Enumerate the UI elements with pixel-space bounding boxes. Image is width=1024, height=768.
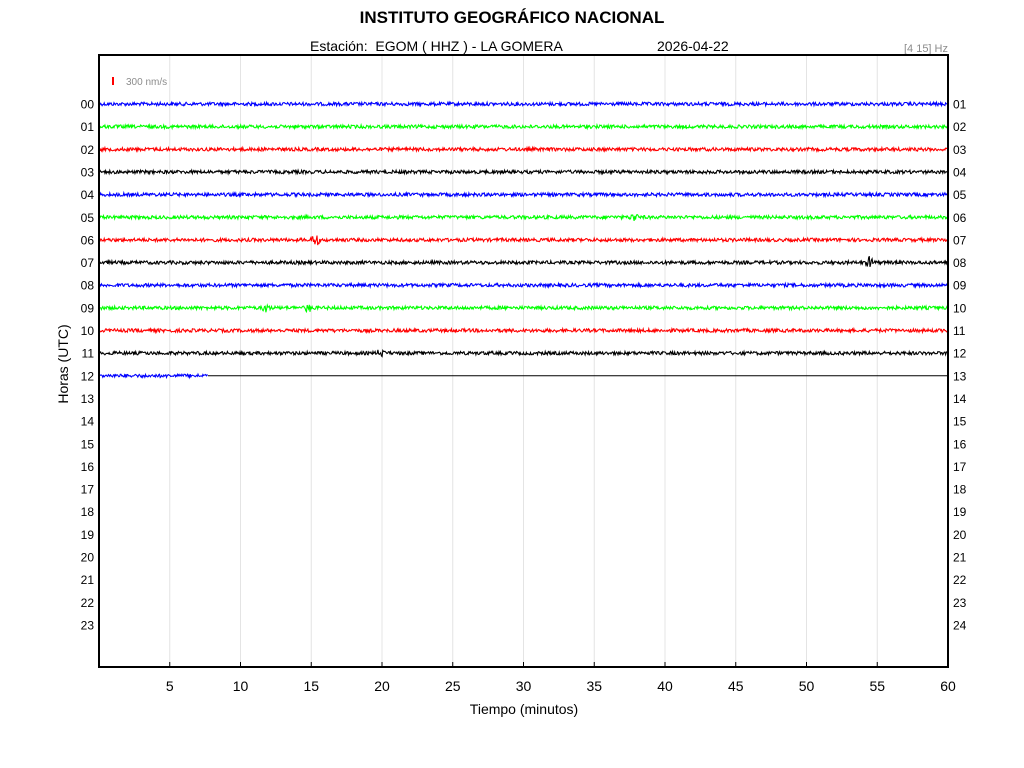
hour-label-right: 21 <box>953 551 967 565</box>
x-tick-label: 35 <box>586 678 602 694</box>
x-tick-label: 50 <box>799 678 815 694</box>
hour-labels: 00 01 02 03 04 05 06 07 08 09 10 11 12 13 14 15 16 17 18 19… <box>81 98 967 633</box>
hour-label-left: 11 <box>82 347 95 361</box>
x-axis-ticks: 5 10 15 20 25 30 35 40 45 50 55 60 <box>166 662 956 694</box>
hour-label-left: 00 <box>81 98 95 112</box>
hour-label-right: 10 <box>953 301 967 315</box>
hour-label-left: 07 <box>81 256 95 270</box>
x-tick-label: 25 <box>445 678 461 694</box>
hour-label-right: 11 <box>953 324 966 338</box>
hour-label-left: 12 <box>81 369 95 383</box>
x-tick-label: 5 <box>166 678 174 694</box>
x-tick-label: 60 <box>940 678 956 694</box>
hour-label-left: 20 <box>81 551 95 565</box>
y-axis-title: Horas (UTC) <box>55 324 71 403</box>
hour-label-left: 01 <box>81 120 95 134</box>
hour-label-right: 02 <box>953 120 967 134</box>
hour-label-right: 07 <box>953 233 967 247</box>
hour-label-left: 13 <box>81 392 95 406</box>
x-tick-label: 55 <box>869 678 885 694</box>
trace-hour-04 <box>99 190 949 199</box>
trace-hour-06 <box>99 235 948 246</box>
hour-label-left: 05 <box>81 211 95 225</box>
hour-label-left: 15 <box>81 437 95 451</box>
hour-label-right: 17 <box>953 460 967 474</box>
hour-label-right: 12 <box>953 347 967 361</box>
hour-label-left: 03 <box>81 165 95 179</box>
x-tick-label: 30 <box>516 678 532 694</box>
hour-label-left: 16 <box>81 460 95 474</box>
hour-label-right: 04 <box>953 165 967 179</box>
chart-title: INSTITUTO GEOGRÁFICO NACIONAL <box>359 8 665 27</box>
hour-label-right: 18 <box>953 483 967 497</box>
trace-hour-07 <box>99 255 949 268</box>
hour-label-left: 19 <box>81 528 95 542</box>
hour-label-left: 18 <box>81 505 95 519</box>
hour-label-left: 14 <box>81 415 95 429</box>
x-tick-label: 40 <box>657 678 673 694</box>
hour-label-left: 09 <box>81 301 95 315</box>
trace-layer <box>99 100 949 380</box>
date-label: 2026-04-22 <box>657 38 729 54</box>
scale-label: 300 nm/s <box>126 77 167 88</box>
trace-hour-03 <box>99 168 949 176</box>
hour-label-right: 03 <box>953 143 967 157</box>
hour-label-left: 02 <box>81 143 95 157</box>
frequency-band-label: [4 15] Hz <box>903 43 948 55</box>
hour-label-right: 15 <box>953 415 967 429</box>
x-axis-title: Tiempo (minutos) <box>470 701 578 717</box>
hour-label-right: 13 <box>953 369 967 383</box>
x-tick-label: 45 <box>728 678 744 694</box>
hour-label-left: 04 <box>81 188 95 202</box>
trace-hour-09 <box>99 303 948 314</box>
hour-label-right: 06 <box>953 211 967 225</box>
trace-hour-10 <box>99 326 949 335</box>
hour-label-right: 09 <box>953 279 967 293</box>
station-label: Estación: EGOM ( HHZ ) - LA GOMERA <box>310 38 563 54</box>
trace-hour-00 <box>99 100 949 108</box>
hour-label-right: 23 <box>953 596 967 610</box>
hour-label-left: 10 <box>81 324 95 338</box>
hour-label-right: 05 <box>953 188 967 202</box>
trace-hour-12 <box>99 372 208 380</box>
scale-bar <box>112 77 114 85</box>
hour-label-right: 01 <box>953 98 967 112</box>
trace-hour-01 <box>99 122 949 131</box>
hour-label-right: 19 <box>953 505 967 519</box>
trace-hour-11 <box>99 348 949 358</box>
hour-label-right: 14 <box>953 392 967 406</box>
x-tick-label: 10 <box>233 678 249 694</box>
trace-hour-08 <box>99 281 949 289</box>
trace-hour-02 <box>99 145 949 154</box>
hour-label-right: 24 <box>953 618 967 632</box>
hour-label-right: 20 <box>953 528 967 542</box>
trace-hour-05 <box>99 213 948 222</box>
grid-lines <box>169 55 878 667</box>
x-tick-label: 20 <box>374 678 390 694</box>
hour-label-left: 22 <box>81 596 95 610</box>
hour-label-left: 23 <box>81 618 95 632</box>
hour-label-right: 16 <box>953 437 967 451</box>
hour-label-left: 06 <box>81 233 95 247</box>
hour-label-left: 17 <box>81 483 95 497</box>
hour-label-right: 08 <box>953 256 967 270</box>
hour-label-right: 22 <box>953 573 967 587</box>
hour-label-left: 21 <box>81 573 95 587</box>
x-tick-label: 15 <box>303 678 319 694</box>
hour-label-left: 08 <box>81 279 95 293</box>
